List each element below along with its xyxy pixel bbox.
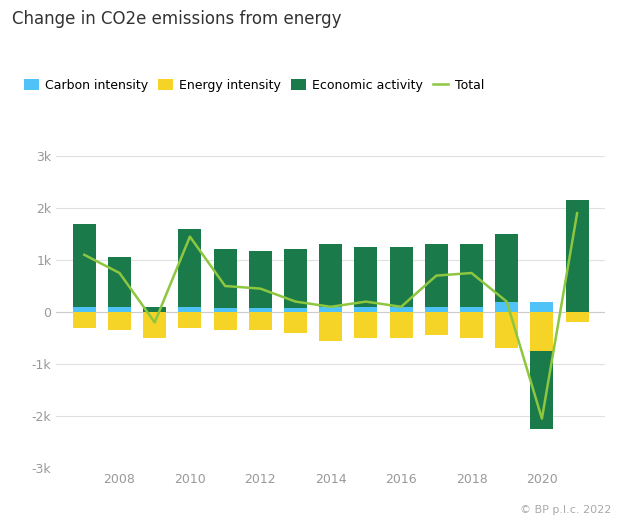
Bar	[354, 307, 378, 312]
Bar	[495, 312, 518, 348]
Legend: Carbon intensity, Energy intensity, Economic activity, Total: Carbon intensity, Energy intensity, Econ…	[19, 74, 489, 97]
Bar	[425, 307, 448, 312]
Bar	[73, 312, 95, 328]
Bar	[178, 312, 202, 328]
Text: © BP p.l.c. 2022: © BP p.l.c. 2022	[520, 505, 612, 515]
Bar	[108, 257, 131, 307]
Bar	[389, 307, 412, 312]
Bar	[389, 312, 412, 338]
Bar	[354, 247, 378, 307]
Bar	[178, 229, 202, 307]
Bar	[460, 244, 483, 307]
Bar	[213, 312, 236, 330]
Bar	[530, 351, 553, 429]
Bar	[354, 312, 378, 338]
Text: Change in CO2e emissions from energy: Change in CO2e emissions from energy	[12, 10, 342, 29]
Bar	[460, 307, 483, 312]
Bar	[144, 312, 166, 338]
Bar	[249, 312, 272, 330]
Bar	[425, 244, 448, 307]
Bar	[460, 312, 483, 338]
Bar	[319, 307, 342, 312]
Bar	[73, 224, 95, 307]
Bar	[73, 307, 95, 312]
Bar	[284, 249, 307, 308]
Bar	[284, 312, 307, 333]
Bar	[566, 200, 588, 312]
Bar	[530, 312, 553, 351]
Bar	[566, 312, 588, 315]
Bar	[566, 312, 588, 322]
Bar	[319, 244, 342, 307]
Bar	[495, 234, 518, 302]
Bar	[495, 302, 518, 312]
Bar	[178, 307, 202, 312]
Bar	[108, 312, 131, 330]
Bar	[425, 312, 448, 335]
Bar	[249, 251, 272, 308]
Bar	[144, 307, 166, 312]
Bar	[144, 312, 166, 314]
Bar	[249, 308, 272, 312]
Bar	[319, 312, 342, 341]
Bar	[213, 249, 236, 308]
Bar	[530, 302, 553, 312]
Bar	[108, 307, 131, 312]
Bar	[389, 247, 412, 307]
Bar	[213, 308, 236, 312]
Bar	[284, 308, 307, 312]
